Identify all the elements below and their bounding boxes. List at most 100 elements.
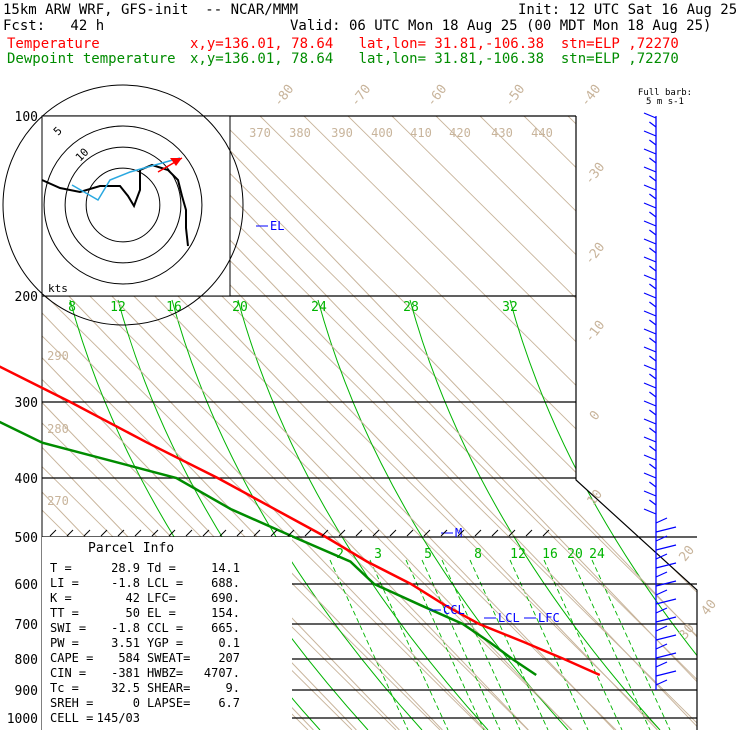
mixing-ratio-dashed-line <box>441 559 521 730</box>
wind-barb <box>655 643 668 650</box>
forecast-hour: Fcst: 42 h <box>3 18 105 34</box>
parcel-boundary-hatch <box>304 529 312 537</box>
mixing-ratio-label: 24 <box>589 547 605 562</box>
parcel-field-label: LAPSE= <box>147 696 190 710</box>
parcel-boundary-hatch <box>372 529 380 537</box>
wind-barb <box>649 499 657 506</box>
wind-barb <box>649 355 657 362</box>
wind-barb <box>649 175 657 182</box>
pressure-tick-label: 300 <box>15 396 38 411</box>
parcel-field-label: LCL = <box>147 576 183 590</box>
dry-adiabat-line <box>391 116 697 730</box>
theta-label: 430 <box>491 126 513 140</box>
hodograph-ring <box>43 125 203 285</box>
parcel-boundary-hatch <box>185 529 193 537</box>
pressure-tick-label: 100 <box>15 110 38 125</box>
wind-barb <box>643 292 657 299</box>
wind-barb <box>643 346 657 353</box>
right-border <box>575 116 698 730</box>
wind-barb <box>643 382 657 389</box>
theta-label: 440 <box>531 126 553 140</box>
wind-barb <box>649 229 657 236</box>
pressure-tick-label: 500 <box>15 531 38 546</box>
parcel-field-value: 154. <box>211 606 240 620</box>
parcel-field-value: 50 <box>126 606 140 620</box>
parcel-field-value: -1.8 <box>111 621 140 635</box>
mixing-ratio-label: 5 <box>424 547 432 562</box>
wind-barb <box>643 202 657 209</box>
mixing-ratio-dashed-line <box>369 559 449 730</box>
theta-label: 270 <box>47 494 69 508</box>
parcel-boundary-hatch <box>117 529 125 537</box>
isotherm-line <box>153 116 697 730</box>
annotation-label: LFC <box>538 611 560 625</box>
temperature-top-label: -40 <box>578 82 604 110</box>
wind-barb <box>643 130 657 137</box>
parcel-field-value: 32.5 <box>111 681 140 695</box>
parcel-boundary-hatch <box>389 529 397 537</box>
mixing-ratio-line <box>409 299 661 730</box>
temperature-side-label: 40 <box>699 597 720 619</box>
dry-adiabat-line <box>42 116 529 730</box>
dry-adiabat-line <box>303 116 697 730</box>
theta-label: 410 <box>410 126 432 140</box>
wind-barb <box>649 337 657 344</box>
valid-time: Valid: 06 UTC Mon 18 Aug 25 (00 MDT Mon … <box>290 18 712 34</box>
wind-barb <box>643 508 657 515</box>
parcel-field-value: 688. <box>211 576 240 590</box>
barb-legend-units: 5 m s-1 <box>646 97 684 107</box>
wind-barb <box>649 247 657 254</box>
wind-barb <box>655 580 677 587</box>
parcel-boundary-hatch <box>508 529 516 537</box>
theta-label: 280 <box>47 422 69 436</box>
temperature-top-label: -70 <box>348 82 374 110</box>
wind-barb <box>655 517 668 524</box>
dry-adiabat-line <box>655 116 697 730</box>
parcel-field-label: LI = <box>50 576 79 590</box>
temperature-side-label: -30 <box>582 160 608 188</box>
wind-barb <box>649 211 657 218</box>
mixing-ratio-label: 24 <box>311 300 327 315</box>
temperature-label: Temperature <box>7 36 100 52</box>
temperature-side-label: 20 <box>677 543 698 565</box>
wind-barb <box>649 121 657 128</box>
theta-label: 290 <box>47 349 69 363</box>
mixing-ratio-label: 28 <box>403 300 419 315</box>
wind-barb <box>643 112 657 119</box>
parcel-box-bg <box>42 537 292 730</box>
hodograph-unit-label: kts <box>48 282 68 295</box>
parcel-boundary-hatch <box>423 529 431 537</box>
mixing-ratio-label: 20 <box>232 300 248 315</box>
wind-barb <box>643 256 657 263</box>
wind-barb <box>643 472 657 479</box>
parcel-field-label: Td = <box>147 561 176 575</box>
mixing-ratio-line <box>117 299 369 730</box>
dry-adiabat-line <box>479 116 697 730</box>
temperature-side-label: 0 <box>587 408 604 423</box>
parcel-field-value: 145/03 <box>97 711 140 725</box>
pressure-tick-label: 200 <box>15 290 38 305</box>
wind-barb <box>649 319 657 326</box>
wind-barb <box>655 679 668 686</box>
parcel-boundary-hatch <box>491 529 499 537</box>
mixing-ratio-line <box>237 299 489 730</box>
parcel-boundary-hatch <box>338 529 346 537</box>
mixing-ratio-dashed-line <box>405 559 485 730</box>
wind-barb <box>643 184 657 191</box>
mixing-ratio-label: 16 <box>542 547 558 562</box>
parcel-field-value: 4707. <box>204 666 240 680</box>
parcel-field-value: 0.1 <box>218 636 240 650</box>
dry-adiabat-line <box>215 116 697 730</box>
wind-barb <box>649 373 657 380</box>
isotherm-line <box>196 116 697 730</box>
wind-barb <box>643 418 657 425</box>
pressure-tick-label: 900 <box>15 684 38 699</box>
wind-barb <box>655 607 668 614</box>
parcel-field-value: 207 <box>218 651 240 665</box>
parcel-boundary-hatch <box>134 529 142 537</box>
mixing-ratio-label: 16 <box>166 300 182 315</box>
wind-barb <box>655 544 677 551</box>
dry-adiabat-line <box>259 116 697 730</box>
wind-barb <box>655 562 677 569</box>
